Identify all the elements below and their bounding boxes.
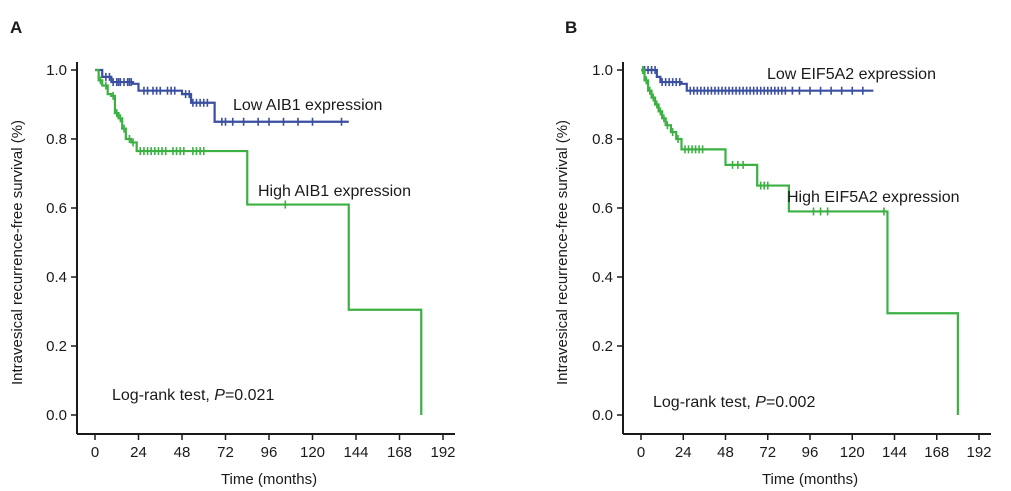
- y-tick-label: 0.2: [46, 338, 67, 355]
- x-tick-label: 96: [802, 444, 819, 461]
- y-tick-label: 1.0: [46, 62, 67, 79]
- annotation-prefix: Log-rank test,: [112, 387, 214, 404]
- annotation-value: =0.002: [766, 394, 815, 411]
- panel-label: A: [10, 18, 22, 37]
- y-tick-label: 0.0: [46, 407, 67, 424]
- series-label: Low EIF5A2 expression: [767, 66, 936, 83]
- series-high: [95, 68, 423, 415]
- y-tick-label: 0.2: [592, 338, 613, 355]
- x-tick-label: 24: [675, 444, 692, 461]
- annotation-prefix: Log-rank test,: [653, 394, 755, 411]
- annotation-value: =0.021: [225, 387, 274, 404]
- x-tick-label: 48: [717, 444, 734, 461]
- x-tick-label: 168: [924, 444, 949, 461]
- survival-curve: [641, 68, 959, 415]
- x-tick-label: 72: [759, 444, 776, 461]
- series-label: Low AIB1 expression: [233, 97, 382, 114]
- y-tick-label: 0.6: [592, 200, 613, 217]
- series-label: High EIF5A2 expression: [787, 189, 960, 206]
- survival-chart-a: A 0.0 0.2 0.4 0.6 0.8 1.0 0 24 48 72 96 120 144 168 192…: [9, 18, 456, 488]
- y-tick-label: 0.4: [592, 269, 613, 286]
- x-tick-label: 192: [966, 444, 991, 461]
- series-high: [641, 66, 959, 415]
- x-tick-label: 120: [840, 444, 865, 461]
- x-tick-label: 72: [217, 444, 234, 461]
- x-tick-label: 48: [174, 444, 191, 461]
- x-axis-title: Time (months): [762, 471, 858, 488]
- y-tick-label: 0.8: [46, 131, 67, 148]
- y-tick-label: 0.8: [592, 131, 613, 148]
- log-rank-annotation: Log-rank test, P=0.002: [653, 394, 815, 411]
- x-tick-label: 192: [430, 444, 455, 461]
- x-axis-title: Time (months): [221, 471, 317, 488]
- survival-curve: [95, 68, 349, 123]
- chart-panel-a: A 0.0 0.2 0.4 0.6 0.8 1.0 0 24 48 72 96 120 144 168 192…: [0, 0, 505, 491]
- y-tick-label: 0.0: [592, 407, 613, 424]
- x-tick-label: 144: [882, 444, 907, 461]
- annotation-p: P: [755, 394, 766, 411]
- panel-label: B: [565, 18, 577, 37]
- y-tick-label: 1.0: [592, 62, 613, 79]
- survival-curve: [641, 68, 874, 92]
- y-axis-title: Intravesical recurrence-free survival (%…: [9, 120, 26, 385]
- x-tick-label: 144: [343, 444, 368, 461]
- series-label: High AIB1 expression: [258, 183, 411, 200]
- y-tick-label: 0.4: [46, 269, 67, 286]
- x-tick-label: 0: [91, 444, 99, 461]
- series-low: [641, 66, 874, 95]
- annotation-p: P: [214, 387, 225, 404]
- x-tick-label: 120: [300, 444, 325, 461]
- x-tick-label: 24: [130, 444, 147, 461]
- survival-chart-b: B 0.0 0.2 0.4 0.6 0.8 1.0 0 24 48 72 96 120 144 168 192…: [554, 18, 992, 488]
- x-tick-label: 96: [261, 444, 278, 461]
- chart-panel-b: B 0.0 0.2 0.4 0.6 0.8 1.0 0 24 48 72 96 120 144 168 192…: [545, 0, 1011, 491]
- y-tick-label: 0.6: [46, 200, 67, 217]
- x-tick-label: 168: [387, 444, 412, 461]
- log-rank-annotation: Log-rank test, P=0.021: [112, 387, 274, 404]
- series-low: [95, 68, 349, 126]
- x-tick-label: 0: [637, 444, 645, 461]
- y-axis-title: Intravesical recurrence-free survival (%…: [554, 120, 571, 385]
